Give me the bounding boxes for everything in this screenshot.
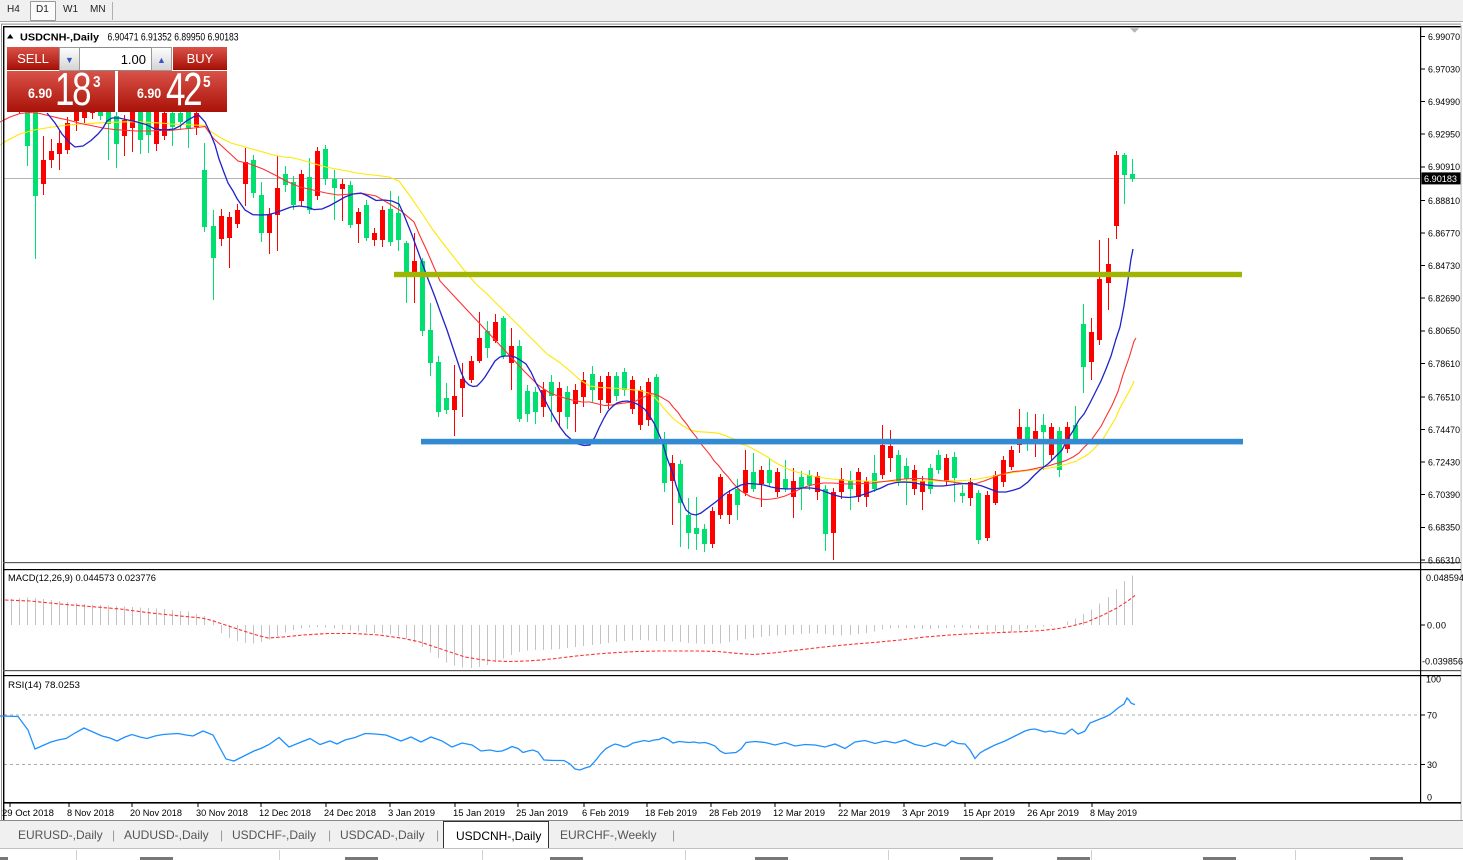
svg-text:100: 100: [1426, 674, 1441, 684]
svg-text:6.72430: 6.72430: [1428, 458, 1460, 468]
svg-text:0.048594: 0.048594: [1426, 573, 1463, 583]
svg-text:18 Feb 2019: 18 Feb 2019: [645, 808, 697, 818]
svg-text:24 Dec 2018: 24 Dec 2018: [324, 808, 376, 818]
svg-text:6.66310: 6.66310: [1428, 555, 1460, 565]
svg-text:29 Oct 2018: 29 Oct 2018: [2, 808, 54, 818]
svg-text:6.90910: 6.90910: [1428, 162, 1460, 172]
svg-text:3 Jan 2019: 3 Jan 2019: [388, 808, 435, 818]
svg-text:0.00: 0.00: [1427, 620, 1446, 630]
svg-text:6.82690: 6.82690: [1428, 294, 1460, 304]
svg-text:8 May 2019: 8 May 2019: [1090, 808, 1137, 818]
svg-text:12 Dec 2018: 12 Dec 2018: [259, 808, 311, 818]
svg-text:12 Mar 2019: 12 Mar 2019: [773, 808, 825, 818]
svg-text:20 Nov 2018: 20 Nov 2018: [130, 808, 182, 818]
svg-text:6.88810: 6.88810: [1428, 196, 1460, 206]
svg-text:28 Feb 2019: 28 Feb 2019: [709, 808, 761, 818]
svg-text:15 Apr 2019: 15 Apr 2019: [963, 808, 1015, 818]
svg-text:6.68350: 6.68350: [1428, 523, 1460, 533]
svg-text:6.97030: 6.97030: [1428, 64, 1460, 74]
svg-text:30 Nov 2018: 30 Nov 2018: [196, 808, 248, 818]
svg-text:6.90471 6.91352 6.89950 6.9018: 6.90471 6.91352 6.89950 6.90183: [108, 32, 239, 44]
svg-text:6.74470: 6.74470: [1428, 425, 1460, 435]
svg-text:USDCNH-,Daily: USDCNH-,Daily: [20, 32, 99, 44]
svg-text:RSI(14) 78.0253: RSI(14) 78.0253: [8, 680, 80, 690]
svg-text:6.86770: 6.86770: [1428, 228, 1460, 238]
svg-text:30: 30: [1427, 760, 1437, 770]
svg-text:6 Feb 2019: 6 Feb 2019: [582, 808, 629, 818]
svg-text:-0.039856: -0.039856: [1422, 656, 1463, 666]
svg-text:6.92950: 6.92950: [1428, 130, 1460, 140]
svg-text:6.90183: 6.90183: [1424, 174, 1457, 185]
svg-text:6.78610: 6.78610: [1428, 359, 1460, 369]
svg-text:6.80650: 6.80650: [1428, 326, 1460, 336]
svg-text:6.94990: 6.94990: [1428, 97, 1460, 107]
svg-text:MACD(12,26,9) 0.044573 0.02377: MACD(12,26,9) 0.044573 0.023776: [8, 573, 156, 583]
svg-text:15 Jan 2019: 15 Jan 2019: [453, 808, 505, 818]
svg-text:6.70390: 6.70390: [1428, 490, 1460, 500]
svg-text:22 Mar 2019: 22 Mar 2019: [838, 808, 890, 818]
svg-text:25 Jan 2019: 25 Jan 2019: [516, 808, 568, 818]
svg-text:6.99070: 6.99070: [1428, 32, 1460, 42]
svg-text:26 Apr 2019: 26 Apr 2019: [1027, 808, 1079, 818]
svg-text:6.76510: 6.76510: [1428, 392, 1460, 402]
svg-text:0: 0: [1427, 792, 1432, 802]
svg-text:6.84730: 6.84730: [1428, 261, 1460, 271]
svg-text:8 Nov 2018: 8 Nov 2018: [67, 808, 114, 818]
svg-text:3 Apr 2019: 3 Apr 2019: [902, 808, 949, 818]
svg-text:70: 70: [1427, 710, 1437, 720]
